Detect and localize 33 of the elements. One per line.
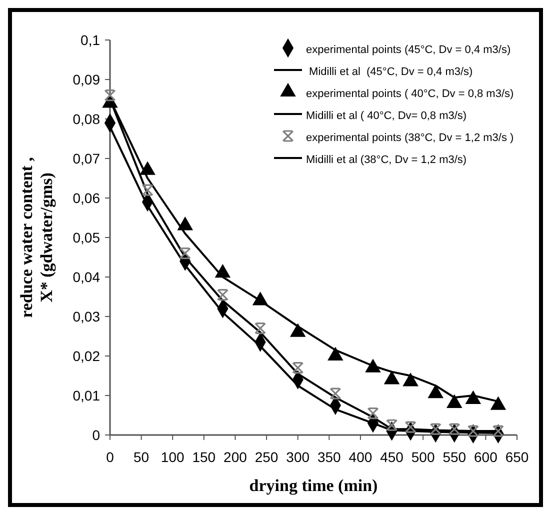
x-tick-label: 100 bbox=[160, 449, 185, 465]
legend-label: experimental points (45°C, Dv = 0,4 m3/s) bbox=[306, 44, 511, 56]
legend-label: experimental points (38°C, Dv = 1,2 m3/s ) bbox=[306, 132, 514, 144]
x-tick-label: 50 bbox=[134, 449, 150, 465]
x-tick-label: 400 bbox=[348, 449, 372, 465]
y-tick-label: 0,03 bbox=[72, 308, 100, 324]
legend-label: Midilli et al (38°C, Dv = 1,2 m3/s) bbox=[306, 154, 467, 166]
x-tick-label: 500 bbox=[411, 449, 435, 465]
y-tick-label: 0 bbox=[92, 427, 100, 443]
legend-label: experimental points ( 40°C, Dv = 0,8 m3/s) bbox=[306, 88, 514, 100]
y-axis-title: reduce water content , X* (gdwater/gms) bbox=[17, 157, 56, 318]
y-tick-label: 0,02 bbox=[72, 348, 100, 364]
x-tick-label: 0 bbox=[106, 449, 114, 465]
legend-label: Midilli et al ( 40°C, Dv= 0,8 m3/s) bbox=[306, 110, 467, 122]
y-tick-label: 0,08 bbox=[72, 111, 100, 127]
x-tick-label: 650 bbox=[505, 449, 529, 465]
x-axis-title: drying time (min) bbox=[249, 476, 378, 495]
x-tick-label: 550 bbox=[442, 449, 466, 465]
y-tick-label: 0,04 bbox=[72, 269, 100, 285]
y-tick-label: 0,05 bbox=[72, 230, 100, 246]
x-tick-label: 200 bbox=[224, 449, 248, 465]
y-tick-label: 0,09 bbox=[72, 72, 100, 88]
y-tick-label: 0,07 bbox=[72, 150, 100, 166]
legend-label: Midilli et al (45°C, Dv = 0,4 m3/s) bbox=[306, 66, 473, 78]
x-tick-label: 450 bbox=[380, 449, 404, 465]
y-tick-label: 0,1 bbox=[80, 32, 100, 48]
x-tick-label: 350 bbox=[317, 449, 342, 465]
x-tick-label: 250 bbox=[254, 449, 278, 465]
x-tick-label: 150 bbox=[192, 449, 216, 465]
x-tick-label: 600 bbox=[474, 449, 498, 465]
y-tick-label: 0,06 bbox=[72, 190, 100, 206]
y-tick-label: 0,01 bbox=[72, 388, 100, 404]
x-tick-label: 300 bbox=[286, 449, 310, 465]
